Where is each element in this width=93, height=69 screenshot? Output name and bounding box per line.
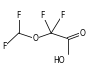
Text: O: O bbox=[32, 34, 38, 43]
Text: HO: HO bbox=[53, 56, 64, 65]
Text: F: F bbox=[41, 11, 45, 20]
Text: O: O bbox=[80, 29, 86, 38]
Text: F: F bbox=[2, 42, 7, 51]
Text: F: F bbox=[60, 11, 65, 20]
Text: F: F bbox=[16, 11, 21, 20]
